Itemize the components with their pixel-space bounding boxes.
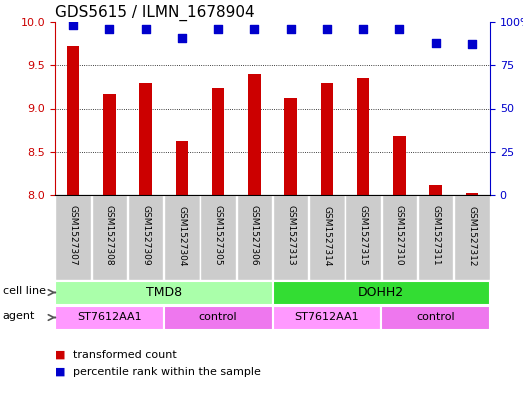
Text: ST7612AA1: ST7612AA1 (294, 312, 359, 323)
Text: GSM1527307: GSM1527307 (69, 206, 77, 266)
Bar (454, 195, 490, 280)
Text: ■: ■ (55, 367, 65, 377)
Bar (418, 195, 453, 280)
Text: percentile rank within the sample: percentile rank within the sample (73, 367, 261, 377)
Bar (393, 136, 406, 195)
Point (141, 26, 150, 32)
Text: GSM1527304: GSM1527304 (177, 206, 186, 266)
Point (214, 26, 222, 32)
Bar (321, 83, 333, 195)
Point (431, 40, 440, 46)
Bar (309, 195, 345, 280)
Bar (273, 195, 309, 280)
Point (395, 26, 404, 32)
Bar (248, 74, 261, 195)
Text: control: control (416, 312, 455, 323)
Text: GSM1527312: GSM1527312 (468, 206, 476, 266)
Bar (55, 195, 91, 280)
Bar (272, 281, 490, 305)
Text: GSM1527306: GSM1527306 (250, 206, 259, 266)
Bar (164, 305, 272, 329)
Text: GDS5615 / ILMN_1678904: GDS5615 / ILMN_1678904 (55, 4, 255, 21)
Bar (382, 195, 417, 280)
Text: GSM1527314: GSM1527314 (322, 206, 332, 266)
Text: agent: agent (3, 310, 35, 321)
Bar (67, 46, 79, 195)
Bar (465, 193, 478, 195)
Bar (55, 281, 272, 305)
Text: GSM1527305: GSM1527305 (213, 206, 223, 266)
Bar (139, 83, 152, 195)
Text: GSM1527315: GSM1527315 (359, 206, 368, 266)
Bar (55, 305, 164, 329)
Text: GSM1527310: GSM1527310 (395, 206, 404, 266)
Bar (164, 195, 200, 280)
Text: GSM1527308: GSM1527308 (105, 206, 114, 266)
Bar (285, 98, 297, 195)
Text: transformed count: transformed count (73, 350, 177, 360)
Bar (200, 195, 236, 280)
Text: GSM1527311: GSM1527311 (431, 206, 440, 266)
Bar (92, 195, 127, 280)
Text: GSM1527309: GSM1527309 (141, 206, 150, 266)
Text: cell line: cell line (3, 286, 46, 296)
Bar (128, 195, 163, 280)
Text: ST7612AA1: ST7612AA1 (77, 312, 142, 323)
Bar (236, 195, 272, 280)
Point (178, 35, 186, 41)
Point (287, 26, 295, 32)
Bar (103, 94, 116, 195)
Point (468, 41, 476, 48)
Point (359, 26, 367, 32)
Point (323, 26, 331, 32)
Bar (212, 88, 224, 195)
Bar (345, 195, 381, 280)
Point (69, 22, 77, 29)
Bar (357, 78, 369, 195)
Bar (272, 305, 381, 329)
Text: DOHH2: DOHH2 (358, 286, 404, 299)
Text: control: control (199, 312, 237, 323)
Bar (176, 141, 188, 195)
Text: GSM1527313: GSM1527313 (286, 206, 295, 266)
Text: ■: ■ (55, 350, 65, 360)
Bar (381, 305, 490, 329)
Point (105, 26, 113, 32)
Bar (429, 185, 442, 195)
Point (250, 26, 258, 32)
Text: TMD8: TMD8 (146, 286, 182, 299)
